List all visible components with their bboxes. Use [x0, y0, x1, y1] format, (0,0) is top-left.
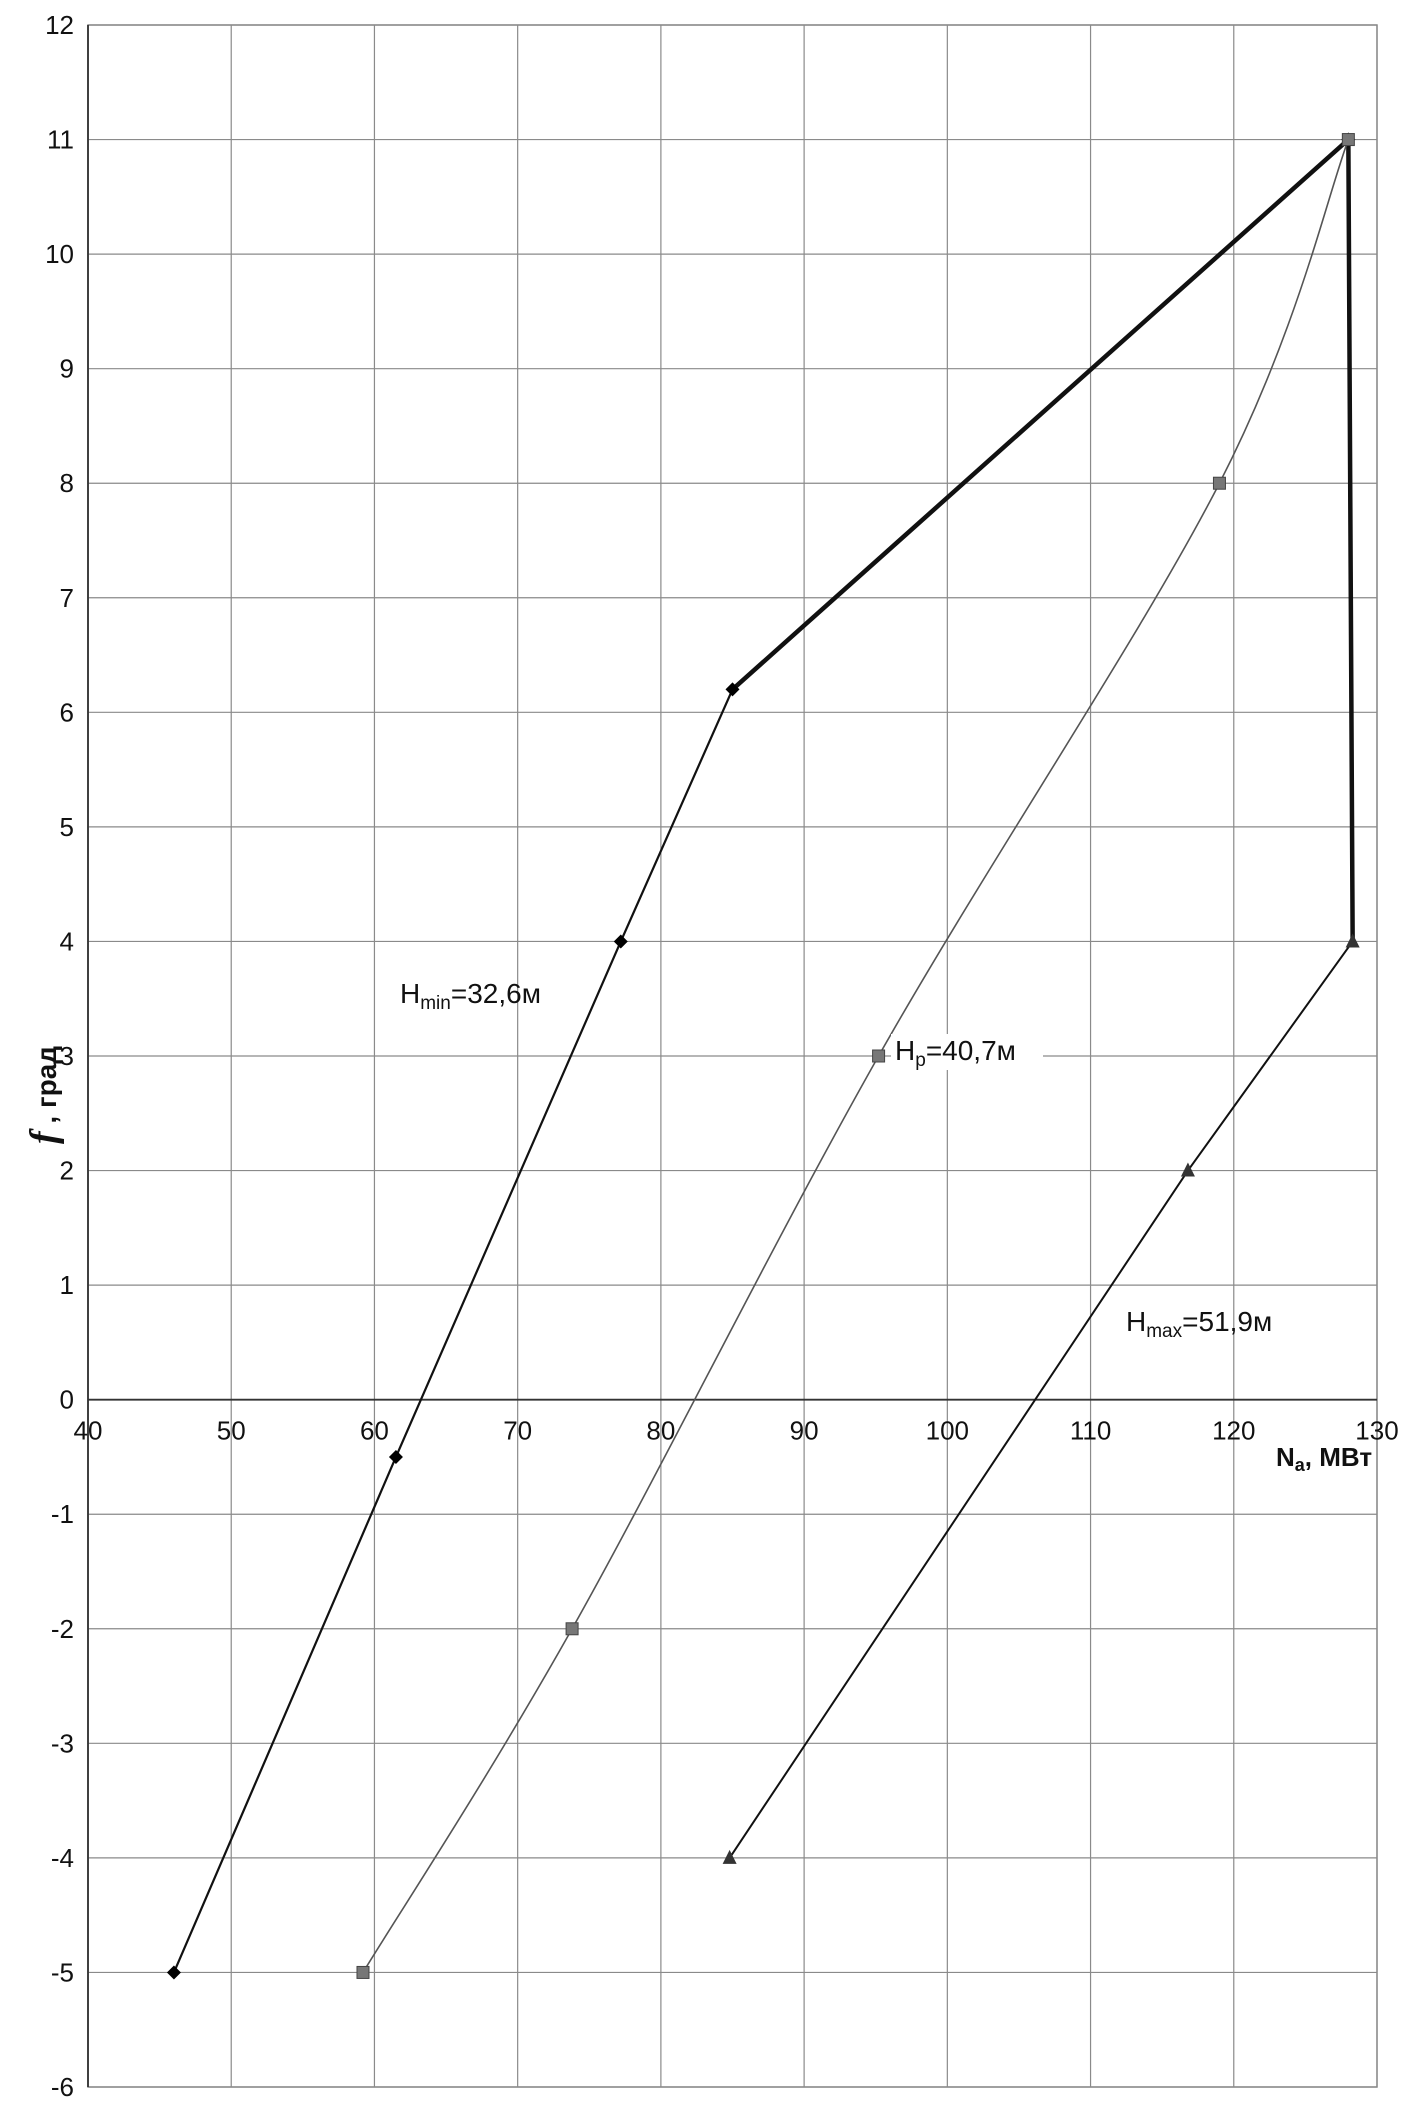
- y-tick-label: -4: [51, 1843, 74, 1873]
- y-tick-label: 11: [47, 125, 74, 155]
- data-point-triangle: [722, 1849, 737, 1864]
- y-tick-label: 4: [60, 926, 74, 956]
- data-point-square: [1212, 476, 1226, 490]
- series-label: Hmin=32,6м: [400, 978, 541, 1014]
- x-tick-label: 130: [1355, 1416, 1398, 1446]
- y-tick-label: -1: [51, 1499, 74, 1529]
- y-tick-label: -2: [51, 1614, 74, 1644]
- y-tick-label: 12: [45, 10, 74, 40]
- y-tick-label: -6: [51, 2072, 74, 2102]
- y-tick-label: 7: [60, 583, 74, 613]
- y-tick-label: -3: [51, 1728, 74, 1758]
- data-point-diamond: [725, 682, 740, 697]
- y-tick-label: 3: [60, 1041, 74, 1071]
- data-point-triangle: [1180, 1162, 1195, 1177]
- series-label: Hp=40,7м: [895, 1035, 1016, 1071]
- data-point-square: [565, 1622, 579, 1636]
- x-tick-label: 50: [217, 1416, 246, 1446]
- data-point-square: [1341, 133, 1355, 147]
- x-tick-label: 100: [926, 1416, 969, 1446]
- x-axis-title: Na, МВт: [1276, 1442, 1372, 1475]
- y-tick-label: 6: [60, 697, 74, 727]
- y-tick-label: 8: [60, 468, 74, 498]
- x-tick-label: 120: [1212, 1416, 1255, 1446]
- data-point-diamond: [613, 934, 628, 949]
- x-tick-label: 70: [503, 1416, 532, 1446]
- y-tick-label: 2: [60, 1156, 74, 1186]
- data-point-square: [872, 1049, 886, 1063]
- y-tick-label: 5: [60, 812, 74, 842]
- series-label-background: [891, 1034, 1043, 1070]
- data-point-triangle: [1345, 933, 1360, 948]
- series-2: [722, 933, 1360, 1864]
- y-tick-label: 1: [60, 1270, 74, 1300]
- data-point-diamond: [388, 1449, 403, 1464]
- series-label: Hmax=51,9м: [1126, 1306, 1272, 1342]
- x-tick-label: 90: [790, 1416, 819, 1446]
- x-tick-label: 40: [74, 1416, 103, 1446]
- y-tick-label: 10: [45, 239, 74, 269]
- y-tick-label: 0: [60, 1385, 74, 1415]
- x-tick-labels: 40 50 60 70 80 90 100 110 120 130: [74, 1416, 1399, 1446]
- series-1: [356, 133, 1355, 1979]
- x-tick-label: 110: [1070, 1416, 1111, 1446]
- y-tick-label: 9: [60, 354, 74, 384]
- x-tick-label: 60: [360, 1416, 389, 1446]
- x-tick-label: 80: [646, 1416, 675, 1446]
- data-point-diamond: [166, 1965, 181, 1980]
- y-tick-label: -5: [51, 1957, 74, 1987]
- data-point-square: [356, 1965, 370, 1979]
- y-axis-title: f , град: [23, 1046, 65, 1144]
